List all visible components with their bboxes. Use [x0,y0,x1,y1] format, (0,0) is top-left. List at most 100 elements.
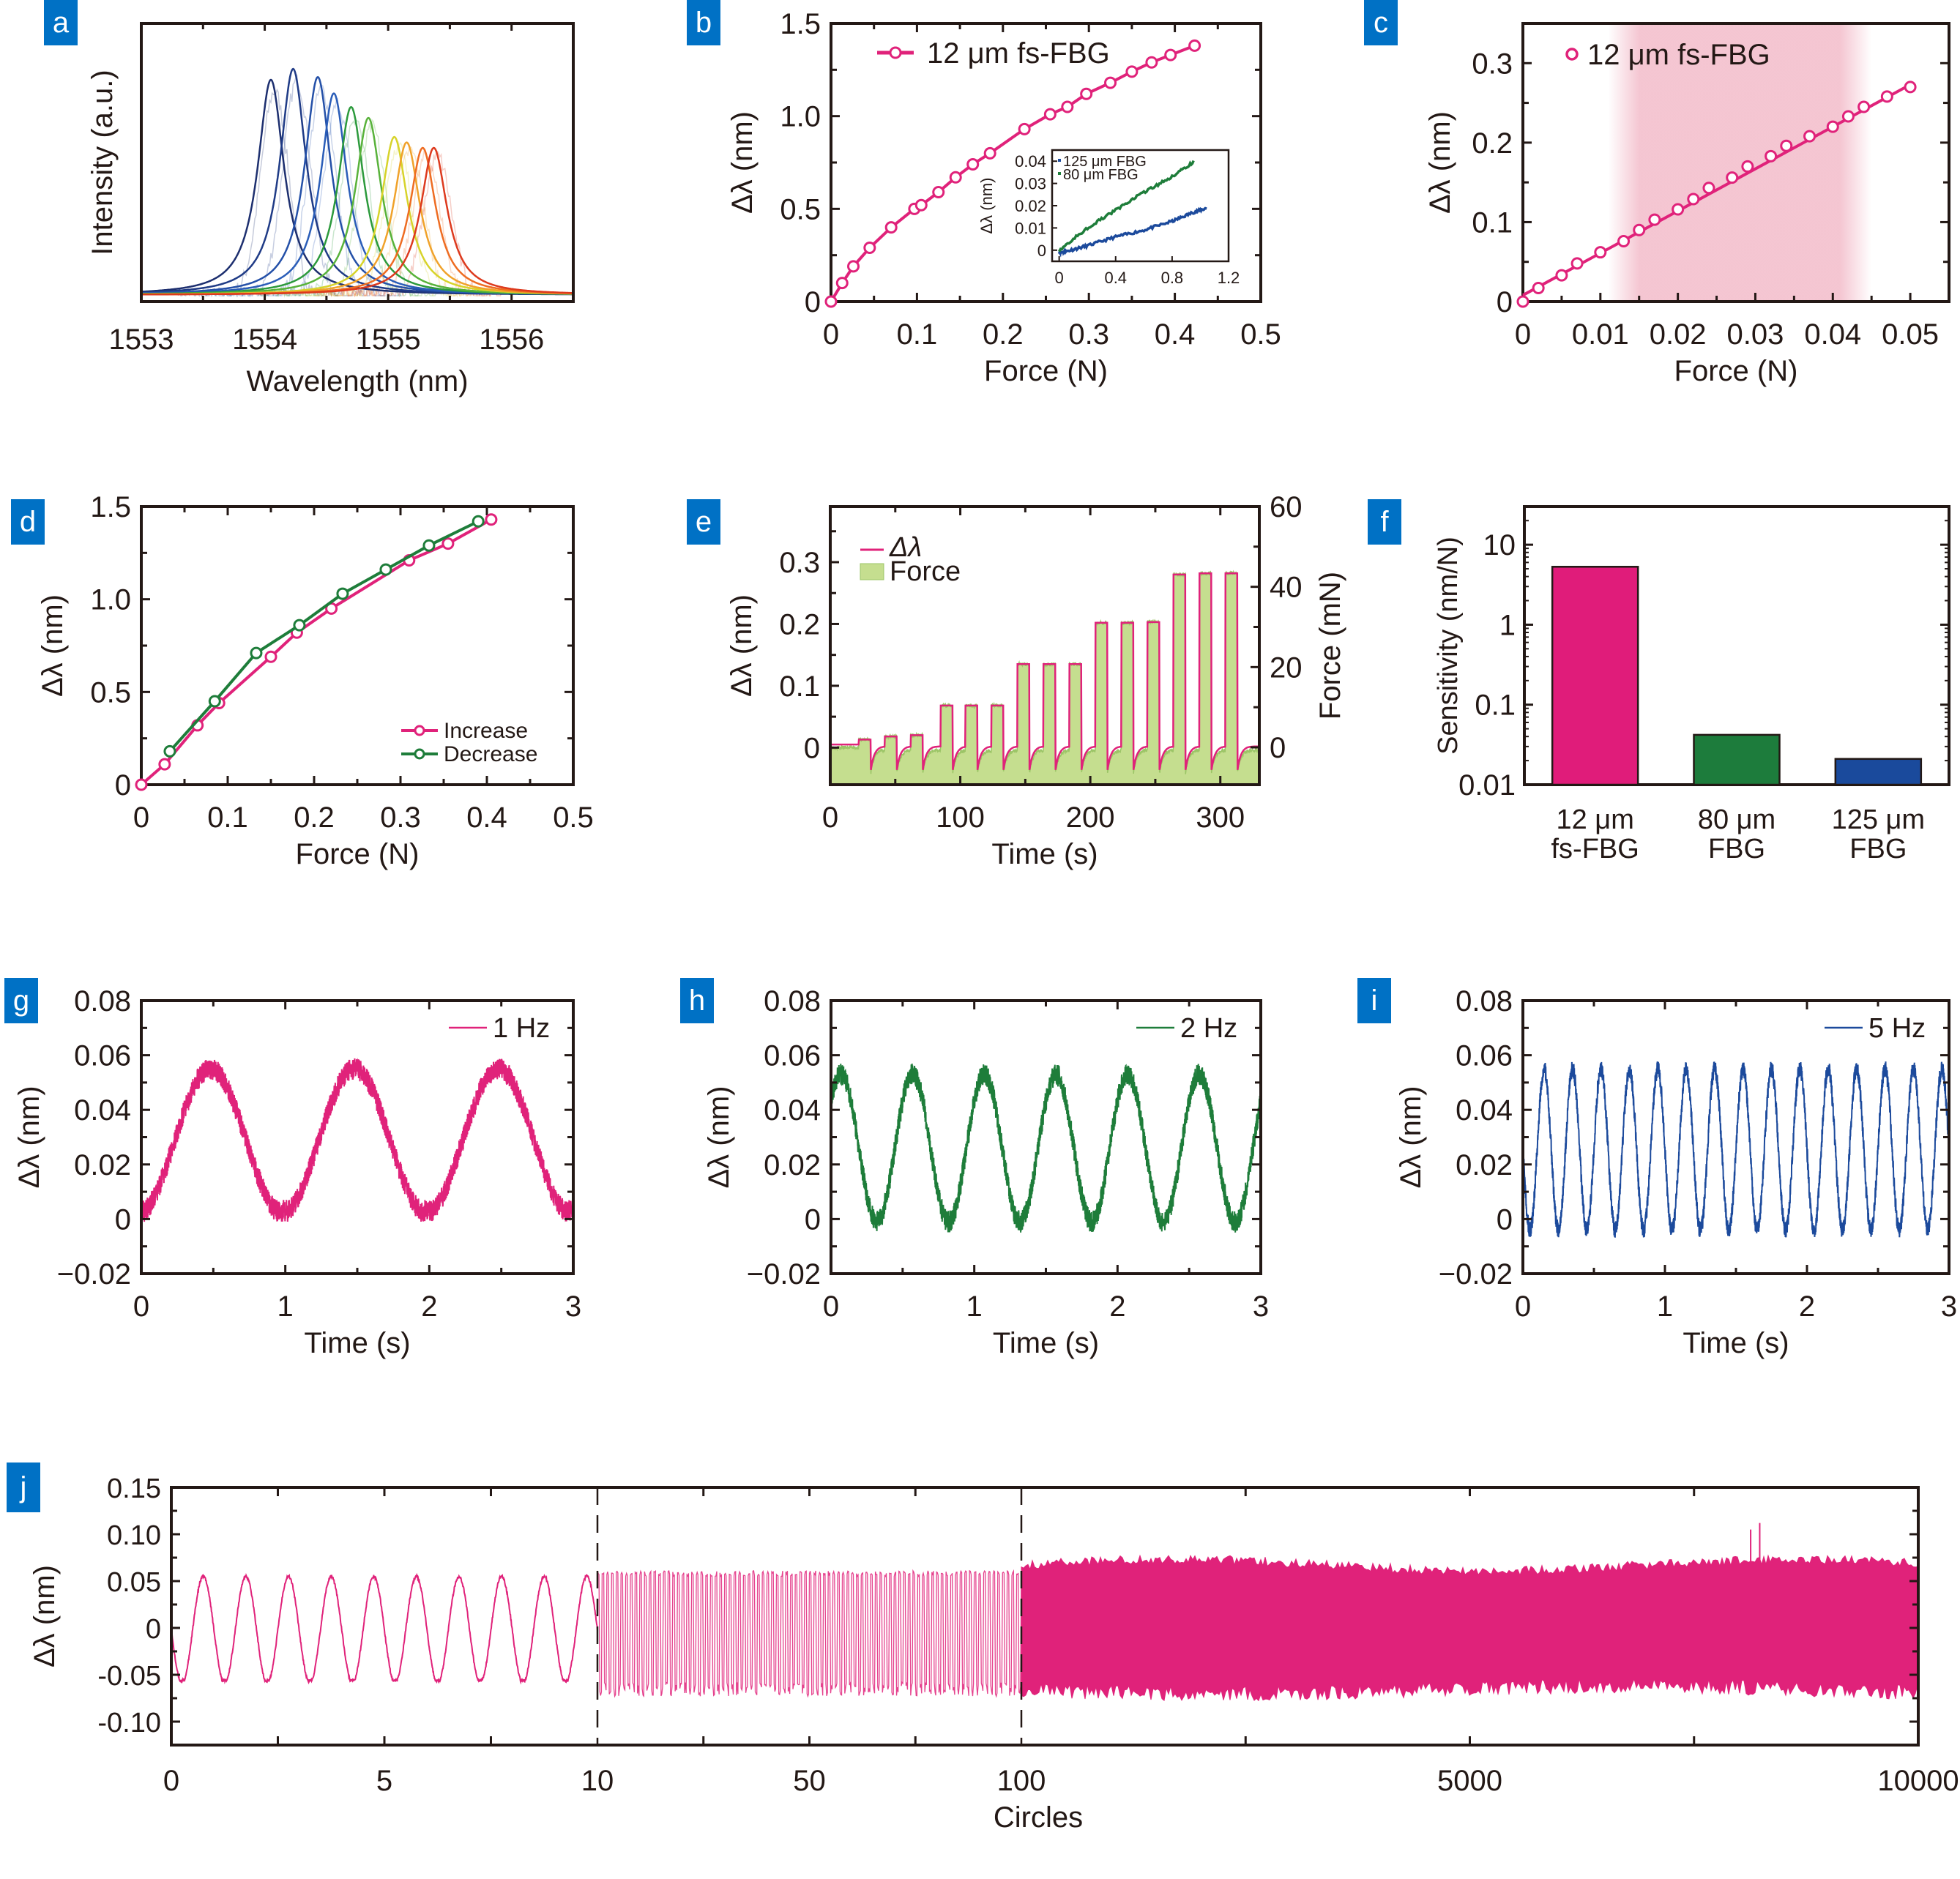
signal-trace-5hz [1522,1061,1950,1238]
legend-label: 12 μm fs-FBG [927,37,1110,70]
measured-trace-spectrum-5 [258,119,420,297]
panel-f-sensitivity: f 0.01 0.1 1 10 Sensitivity (nm/N) 12 μm fs-FB… [1318,483,1960,966]
series-line-decrease [168,520,480,752]
y-right-tick-label: 60 [1270,491,1303,523]
y-tick-label: 1.0 [780,101,821,133]
y-tick-label: 0 [804,732,820,764]
panel-i-5hz: i 0 1 2 3 −0.02 0 0.02 0.04 0.06 0.08 Time (s) Δλ (… [1318,966,1960,1442]
data-point [1702,182,1715,195]
series-line-increase [140,518,492,786]
panel-label-d: d [11,499,45,545]
x-axis-title: Force (N) [984,355,1108,387]
y-right-tick-label: 40 [1270,572,1303,604]
data-point [1104,76,1117,89]
data-point [1125,65,1139,78]
inset-x-tick-label: 0.8 [1161,269,1184,287]
y-tick-label: 0.02 [1456,1149,1513,1181]
y-tick-label: −0.02 [1439,1258,1513,1290]
data-point [1765,149,1778,163]
legend-label-delta-lambda: Δλ [889,532,922,563]
x-tick-label: 2 [421,1290,437,1323]
durability-chart: 0 5 10 50 100 5000 10000 -0.10 -0.05 0 0.05 0.10 0.1… [29,1473,1959,1834]
data-point [1080,87,1093,100]
legend-label: 12 μm fs-FBG [1587,39,1770,71]
y-axis-title: Δλ (nm) [13,1086,45,1188]
inset-legend-label: 125 μm FBG [1063,154,1147,170]
y-tick-label: 0.04 [764,1094,821,1127]
data-point [914,198,928,212]
y-tick-label: 0.2 [779,608,820,640]
y-tick-label: 0 [1497,286,1513,318]
x-tick-label: 0.5 [553,802,594,834]
y-axis-title: Δλ (nm) [726,594,758,697]
data-point [966,158,980,171]
y-tick-label: 0.3 [1472,48,1513,80]
x-tick-label: 0 [163,1765,179,1797]
x-tick-label: 0 [823,318,839,351]
x-tick-label: 1553 [109,324,174,356]
x-tick-label: 2 [1799,1290,1815,1323]
data-point [1617,234,1631,247]
x-tick-label: 0.3 [1068,318,1109,351]
inset-y-tick-label: 0 [1037,242,1046,260]
data-point-decrease [422,539,436,552]
data-point [863,242,876,255]
data-point [1061,100,1074,113]
x-tick-label: 3 [565,1290,581,1323]
bar-125-m-fbg [1834,758,1923,786]
category-label: fs-FBG [1551,834,1639,864]
legend-swatch-force [860,563,884,580]
y-axis-title: Intensity (a.u.) [86,70,119,255]
x-tick-label: 0 [1515,1290,1531,1323]
y-tick-label: 0 [115,1203,131,1236]
inset-legend-marker [1058,159,1061,162]
y-tick-label: 0 [146,1614,161,1645]
x-tick-label: 0 [822,802,838,834]
spectra-chart: 1553 1554 1555 1556 Wavelength (nm) Intensity… [86,22,575,397]
x-tick-label: 3 [1941,1290,1957,1323]
panel-e-step-response: e 0 100 200 300 0 0.1 0.2 0.3 0 20 40 60 Time (s) Δλ … [659,483,1346,966]
panel-j-durability: j 0 5 10 50 100 5000 10000 -0.10 -0.05 0 0.05 0.10 0… [0,1435,1960,1879]
data-point [1672,203,1685,216]
category-label: FBG [1708,834,1765,864]
signal-trace-2hz [830,1064,1262,1233]
bar-80-m-fbg [1693,733,1781,786]
panel-label-a: a [44,0,78,45]
inset-legend-label: 80 μm FBG [1063,167,1139,183]
y-tick-label: 0.01 [1458,769,1516,802]
y-tick-label: 0.5 [90,676,131,709]
data-point [1516,295,1529,308]
x-tick-label: 0.1 [897,318,938,351]
data-point [949,171,962,184]
x-tick-label: 10 [581,1765,614,1797]
data-point [1570,257,1584,270]
x-tick-label: 1 [966,1290,983,1323]
legend-marker [889,46,902,59]
fit-curve-spectrum-6 [141,116,573,295]
data-point [1826,120,1839,133]
trace-segment-0-10 [171,1572,598,1685]
y-tick-label: 0.06 [764,1040,821,1072]
data-point [1880,90,1893,103]
y-tick-label: 0.02 [74,1149,131,1181]
y-right-tick-label: 20 [1270,651,1303,684]
data-point [1532,282,1545,295]
x-tick-label: 0.02 [1650,318,1707,351]
inset-series-125um [1057,206,1207,258]
y-axis-title: Δλ (nm) [1424,111,1456,214]
data-point [1188,39,1201,52]
y-tick-label: -0.05 [97,1661,161,1692]
x-tick-label: 300 [1196,802,1245,834]
data-point [1633,223,1646,236]
y-axis-title: Δλ (nm) [703,1086,735,1188]
x-tick-label: 0 [133,1290,149,1323]
data-point [835,277,849,290]
x-tick-label: 50 [793,1765,826,1797]
y-tick-label: 0.1 [779,670,820,703]
data-point-increase [441,537,455,550]
linear-range-shading [1608,23,1872,302]
y-tick-label: −0.02 [747,1258,821,1290]
y-axis-title: Δλ (nm) [37,594,69,697]
